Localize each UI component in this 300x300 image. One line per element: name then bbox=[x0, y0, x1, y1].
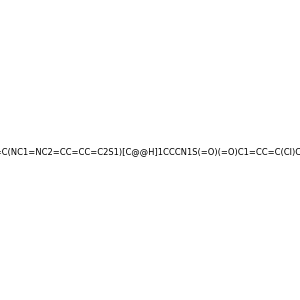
Text: O=C(NC1=NC2=CC=CC=C2S1)[C@@H]1CCCN1S(=O)(=O)C1=CC=C(Cl)C=C1: O=C(NC1=NC2=CC=CC=C2S1)[C@@H]1CCCN1S(=O)… bbox=[0, 147, 300, 156]
